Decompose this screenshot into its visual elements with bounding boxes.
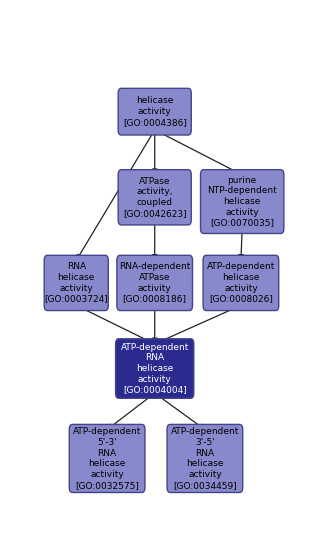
FancyBboxPatch shape	[203, 255, 279, 311]
FancyBboxPatch shape	[167, 424, 243, 493]
FancyBboxPatch shape	[116, 339, 194, 398]
FancyBboxPatch shape	[201, 170, 284, 234]
FancyBboxPatch shape	[118, 170, 191, 225]
Text: ATP-dependent
RNA
helicase
activity
[GO:0004004]: ATP-dependent RNA helicase activity [GO:…	[121, 342, 189, 395]
Text: ATP-dependent
5'-3'
RNA
helicase
activity
[GO:0032575]: ATP-dependent 5'-3' RNA helicase activit…	[73, 427, 141, 490]
FancyBboxPatch shape	[117, 255, 193, 311]
Text: purine
NTP-dependent
helicase
activity
[GO:0070035]: purine NTP-dependent helicase activity […	[207, 176, 277, 227]
FancyBboxPatch shape	[118, 88, 191, 135]
Text: ATP-dependent
helicase
activity
[GO:0008026]: ATP-dependent helicase activity [GO:0008…	[207, 262, 275, 304]
Text: ATPase
activity,
coupled
[GO:0042623]: ATPase activity, coupled [GO:0042623]	[123, 177, 187, 218]
Text: RNA-dependent
ATPase
activity
[GO:0008186]: RNA-dependent ATPase activity [GO:000818…	[119, 262, 190, 304]
FancyBboxPatch shape	[69, 424, 145, 493]
Text: helicase
activity
[GO:0004386]: helicase activity [GO:0004386]	[123, 96, 187, 127]
Text: ATP-dependent
3'-5'
RNA
helicase
activity
[GO:0034459]: ATP-dependent 3'-5' RNA helicase activit…	[171, 427, 239, 490]
FancyBboxPatch shape	[44, 255, 108, 311]
Text: RNA
helicase
activity
[GO:0003724]: RNA helicase activity [GO:0003724]	[44, 262, 108, 304]
